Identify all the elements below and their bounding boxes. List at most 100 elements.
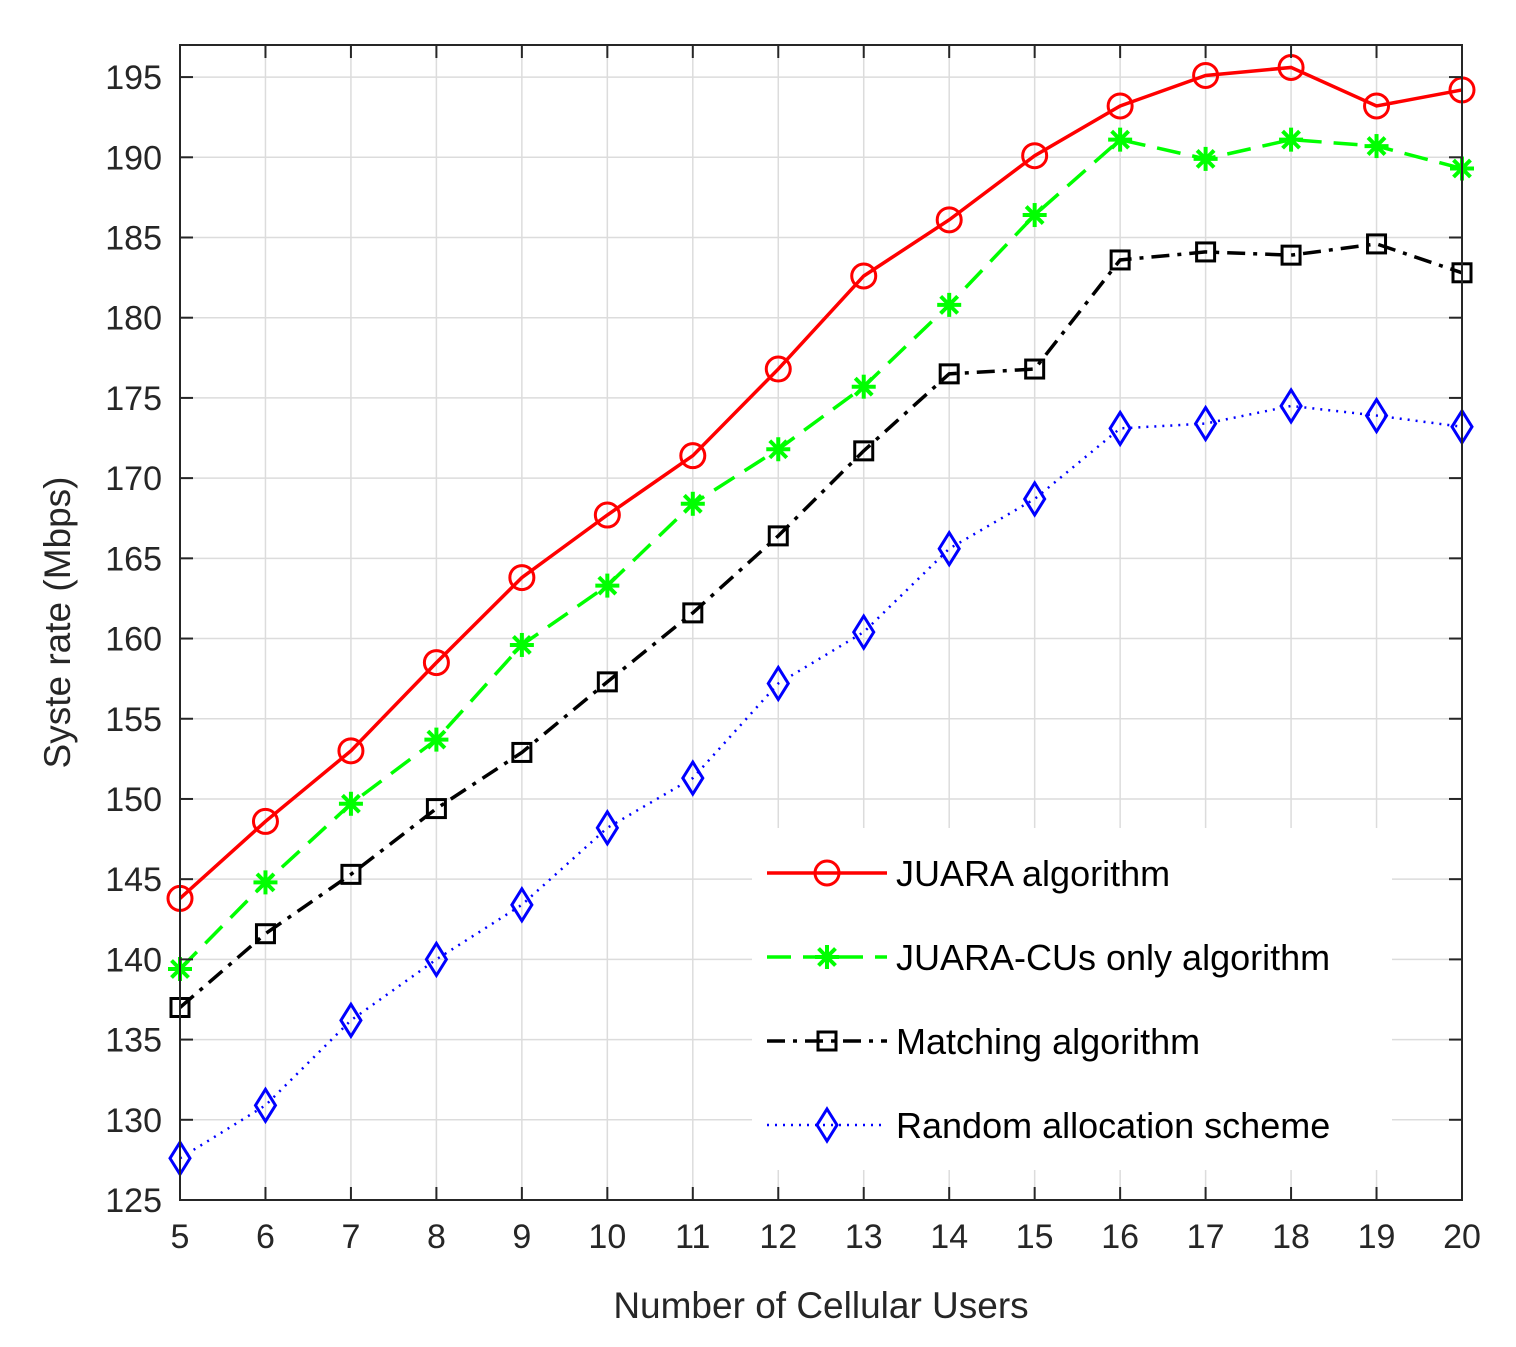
data-point bbox=[1363, 92, 1391, 120]
y-tick-label: 125 bbox=[105, 1182, 162, 1220]
y-tick-label: 170 bbox=[105, 460, 162, 498]
legend-item: JUARA-CUs only algorithm bbox=[767, 937, 1330, 978]
legend-label: JUARA algorithm bbox=[896, 853, 1170, 894]
data-point bbox=[937, 292, 962, 317]
data-point bbox=[680, 491, 705, 516]
y-tick-label: 185 bbox=[105, 220, 162, 258]
series-line bbox=[178, 242, 1463, 1009]
data-point bbox=[1024, 358, 1046, 380]
data-point bbox=[1106, 92, 1134, 120]
x-tick-label: 19 bbox=[1358, 1218, 1396, 1256]
data-point bbox=[853, 440, 875, 462]
x-tick-label: 14 bbox=[930, 1218, 968, 1256]
data-point bbox=[1280, 244, 1302, 266]
data-point bbox=[938, 363, 960, 385]
x-tick-label: 9 bbox=[512, 1218, 531, 1256]
legend-marker bbox=[815, 1106, 839, 1144]
data-point bbox=[1021, 142, 1049, 170]
data-point bbox=[682, 602, 704, 624]
series-2 bbox=[169, 233, 1473, 1018]
legend: JUARA algorithm JUARA-CUs only algorithm M… bbox=[752, 828, 1392, 1170]
y-tick-label: 140 bbox=[105, 941, 162, 979]
data-point bbox=[766, 437, 791, 462]
axis-ticks: 5 6 7 8 9 10 11 12 13 14 15 16 17 18 19 20 125 130 135 140 1… bbox=[105, 45, 1481, 1256]
data-point bbox=[1195, 241, 1217, 263]
y-tick-label: 190 bbox=[105, 139, 162, 177]
x-tick-label: 12 bbox=[759, 1218, 797, 1256]
data-point bbox=[509, 632, 534, 657]
data-point bbox=[850, 262, 878, 290]
data-point bbox=[679, 442, 707, 470]
legend-label: Random allocation scheme bbox=[896, 1105, 1330, 1146]
legend-item: Random allocation scheme bbox=[767, 1105, 1330, 1146]
y-tick-label: 130 bbox=[105, 1102, 162, 1140]
data-point bbox=[1192, 61, 1220, 89]
data-point bbox=[425, 798, 447, 820]
data-point bbox=[1193, 146, 1218, 171]
data-point bbox=[851, 374, 876, 399]
data-point bbox=[595, 573, 620, 598]
data-point bbox=[595, 809, 620, 847]
x-tick-label: 6 bbox=[256, 1218, 275, 1256]
data-point bbox=[338, 791, 363, 816]
data-point bbox=[1279, 127, 1304, 152]
data-point bbox=[681, 759, 705, 797]
legend-box bbox=[752, 828, 1392, 1170]
legend-item: JUARA algorithm bbox=[767, 853, 1170, 894]
data-point bbox=[511, 741, 533, 763]
data-point bbox=[593, 501, 621, 529]
data-point bbox=[253, 1086, 278, 1125]
data-point bbox=[937, 529, 961, 568]
legend-items: JUARA algorithm JUARA-CUs only algorithm M… bbox=[767, 853, 1330, 1146]
series-line bbox=[178, 65, 1463, 900]
data-point bbox=[1109, 249, 1131, 271]
legend-marker bbox=[816, 1030, 838, 1052]
data-point bbox=[1193, 404, 1218, 443]
data-point bbox=[510, 886, 534, 924]
data-point bbox=[935, 206, 963, 234]
data-point bbox=[340, 863, 362, 885]
x-tick-label: 5 bbox=[171, 1218, 190, 1256]
data-point bbox=[767, 525, 789, 547]
y-tick-label: 145 bbox=[105, 861, 162, 899]
y-tick-label: 135 bbox=[105, 1022, 162, 1060]
data-point bbox=[508, 564, 536, 592]
data-point bbox=[337, 737, 365, 765]
x-tick-label: 20 bbox=[1443, 1218, 1481, 1256]
data-point bbox=[1022, 480, 1047, 518]
x-axis-label: Number of Cellular Users bbox=[613, 1285, 1028, 1326]
legend-marker bbox=[815, 945, 839, 969]
data-point bbox=[422, 649, 450, 677]
series-line bbox=[179, 404, 1463, 1160]
y-axis-label: Syste rate (Mbps) bbox=[37, 477, 78, 769]
legend-label: Matching algorithm bbox=[896, 1021, 1200, 1062]
data-point bbox=[1108, 409, 1132, 448]
legend-marker bbox=[813, 859, 841, 887]
data-point bbox=[1108, 127, 1133, 152]
legend-item: Matching algorithm bbox=[767, 1021, 1200, 1062]
data-point bbox=[596, 671, 618, 693]
data-point bbox=[424, 940, 449, 979]
x-tick-label: 18 bbox=[1272, 1218, 1310, 1256]
series-0 bbox=[166, 53, 1476, 912]
y-tick-label: 160 bbox=[105, 621, 162, 659]
y-tick-label: 155 bbox=[105, 701, 162, 739]
x-tick-label: 16 bbox=[1101, 1218, 1139, 1256]
data-point bbox=[851, 613, 876, 651]
x-tick-label: 15 bbox=[1016, 1218, 1054, 1256]
data-point bbox=[1279, 387, 1303, 425]
x-tick-label: 11 bbox=[675, 1218, 710, 1256]
y-tick-label: 195 bbox=[105, 59, 162, 97]
data-point bbox=[1366, 233, 1388, 255]
series-line bbox=[178, 137, 1463, 971]
data-point bbox=[339, 1001, 363, 1040]
data-point bbox=[1022, 203, 1047, 228]
data-point bbox=[766, 664, 791, 703]
series-3 bbox=[168, 387, 1474, 1178]
data-point bbox=[253, 870, 278, 895]
plot-frame bbox=[179, 44, 1463, 1201]
legend-label: JUARA-CUs only algorithm bbox=[896, 937, 1330, 978]
series-layer bbox=[166, 53, 1476, 1178]
data-point bbox=[424, 727, 449, 752]
